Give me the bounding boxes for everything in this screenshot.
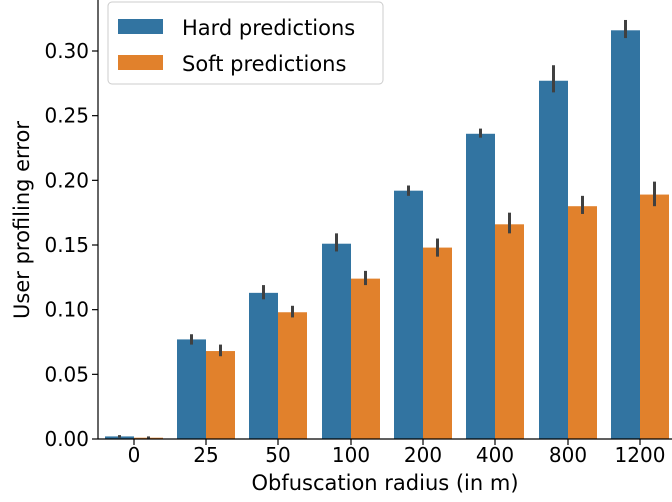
x-tick-label: 100 [332,443,370,467]
bar-hard-400 [466,133,495,440]
legend-swatch-hard [118,19,163,34]
bar-soft-25 [206,351,235,439]
bar-hard-25 [177,339,206,439]
bar-hard-800 [539,80,568,439]
bar-hard-100 [322,243,351,439]
x-tick-label: 50 [265,443,290,467]
y-tick-label: 0.10 [44,298,89,322]
x-tick-label: 800 [549,443,587,467]
legend-label-soft: Soft predictions [182,52,346,76]
x-tick-label: 400 [476,443,514,467]
bars-layer [105,30,669,440]
x-axis-label: Obfuscation radius (in m) [251,471,518,495]
x-tick-label: 25 [193,443,218,467]
bar-soft-100 [351,278,380,439]
y-tick-label: 0.15 [44,233,89,257]
bar-soft-800 [568,206,597,439]
error-bars-layer [118,19,656,439]
bar-soft-200 [423,247,452,439]
bar-soft-50 [278,312,307,439]
x-tick-label: 200 [404,443,442,467]
y-tick-label: 0.30 [44,39,89,63]
legend: Hard predictions Soft predictions [107,1,384,85]
x-tick-label: 0 [128,443,141,467]
bar-soft-1200 [640,194,669,439]
axes [97,0,672,440]
y-tick-label: 0.05 [44,362,89,386]
bar-hard-1200 [611,30,640,439]
y-tick-label: 0.25 [44,104,89,128]
y-tick-label: 0.00 [44,427,89,451]
bar-hard-50 [249,292,278,439]
bar-soft-400 [495,224,524,439]
y-ticks: 0.00 0.05 0.10 0.15 0.20 0.25 0.30 [44,39,98,451]
bar-hard-200 [394,190,423,439]
y-tick-label: 0.20 [44,168,89,192]
legend-frame [107,1,384,85]
y-axis-label: User profiling error [10,121,34,319]
legend-swatch-soft [118,55,163,70]
legend-label-hard: Hard predictions [182,16,355,40]
x-tick-label: 1200 [615,443,666,467]
x-ticks: 0 25 50 100 200 400 800 1200 [128,439,666,467]
